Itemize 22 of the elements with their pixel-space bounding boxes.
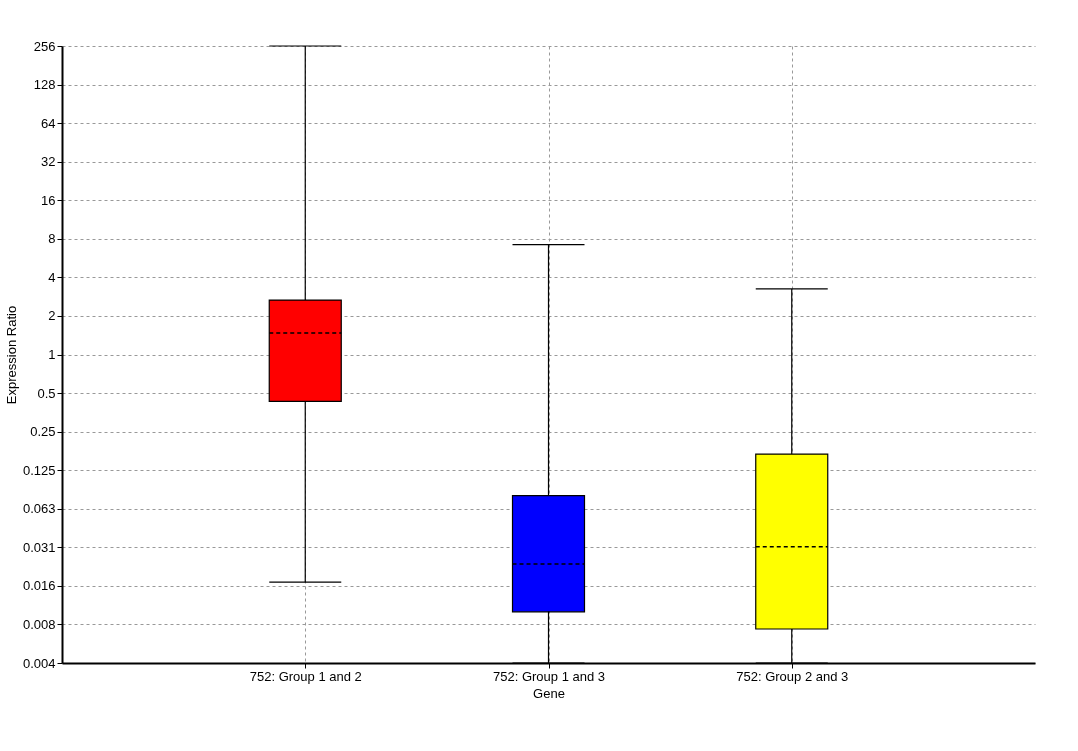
- y-tick-label: 0.008: [22, 616, 56, 632]
- y-tick-label: 256: [33, 38, 56, 54]
- y-tick-label: 8: [48, 231, 56, 247]
- y-tick-label: 128: [33, 77, 56, 93]
- x-tick-label: 752: Group 1 and 2: [249, 668, 362, 684]
- y-tick-label: 0.004: [22, 655, 56, 671]
- y-tick-label: 0.125: [22, 462, 56, 478]
- y-tick-label: 0.5: [37, 385, 56, 401]
- y-tick-label: 0.016: [22, 578, 56, 594]
- y-tick-label: 1: [48, 347, 56, 362]
- y-tick-label: 0.25: [30, 424, 56, 440]
- y-tick-label: 0.031: [22, 539, 56, 555]
- y-axis-title: Expression Ratio: [3, 305, 19, 405]
- x-axis-title: Gene: [533, 685, 565, 701]
- y-tick-label: 4: [48, 269, 56, 285]
- y-tick-label: 64: [41, 115, 56, 131]
- y-tick-label: 2: [48, 308, 56, 324]
- x-tick-label: 752: Group 2 and 3: [736, 668, 849, 684]
- y-tick-label: 16: [41, 192, 56, 208]
- x-tick-label: 752: Group 1 and 3: [492, 668, 606, 684]
- y-tick-label: 0.063: [22, 501, 56, 517]
- y-tick-label: 32: [41, 154, 56, 170]
